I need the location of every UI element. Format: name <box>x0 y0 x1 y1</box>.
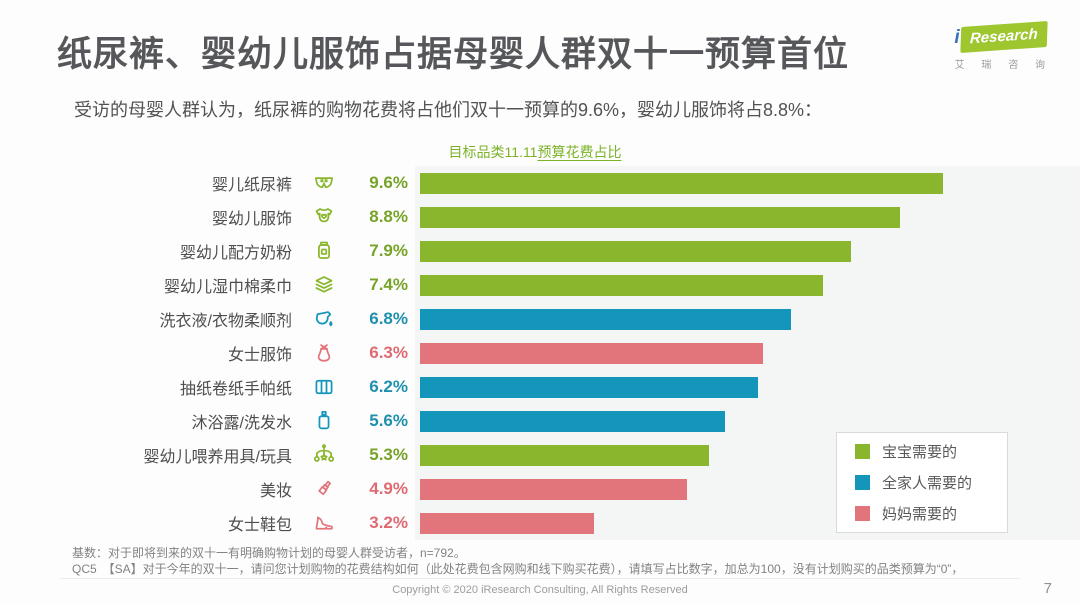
onesie-icon <box>292 204 356 230</box>
bar <box>420 478 687 500</box>
legend-box: 宝宝需要的 全家人需要的 妈妈需要的 <box>836 432 1008 533</box>
wipes-icon <box>292 272 356 298</box>
bar <box>420 206 900 228</box>
bar <box>420 512 594 534</box>
chart-row: 洗衣液/衣物柔顺剂 6.8% <box>0 302 1080 336</box>
chart-rows: 婴儿纸尿裤 9.6% 婴幼儿服饰 8.8% 婴幼儿配方奶粉 7.9% 婴幼儿湿巾… <box>0 166 1080 540</box>
value-label: 5.3% <box>369 445 408 464</box>
iresearch-logo: i Research 艾 瑞 咨 询 <box>949 21 1052 71</box>
category-label: 沐浴露/洗发水 <box>191 415 292 432</box>
chart-row: 女士服饰 6.3% <box>0 336 1080 370</box>
chart-title: 目标品类11.11预算花费占比 <box>415 142 655 162</box>
category-label: 婴幼儿湿巾棉柔巾 <box>163 279 292 296</box>
legend-swatch <box>855 475 870 490</box>
legend-item: 妈妈需要的 <box>855 503 1007 524</box>
value-label: 7.9% <box>369 241 408 260</box>
chart-title-underlined: 预算花费占比 <box>537 144 622 160</box>
logo-wordmark: Research <box>960 21 1047 53</box>
category-label: 婴幼儿配方奶粉 <box>179 245 292 262</box>
chart-row: 女士鞋包 3.2% <box>0 506 1080 540</box>
value-label: 3.2% <box>369 513 408 532</box>
legend-item: 全家人需要的 <box>855 472 1007 493</box>
legend-label: 妈妈需要的 <box>882 506 958 523</box>
legend-swatch <box>855 444 870 459</box>
chart-row: 抽纸卷纸手帕纸 6.2% <box>0 370 1080 404</box>
bar <box>420 274 823 296</box>
category-label: 女士服饰 <box>227 347 292 364</box>
category-label: 婴幼儿喂养用具/玩具 <box>143 449 292 466</box>
chart-row: 美妆 4.9% <box>0 472 1080 506</box>
page-title: 纸尿裤、婴幼儿服饰占据母婴人群双十一预算首位 <box>57 35 850 74</box>
value-label: 5.6% <box>369 411 408 430</box>
detergent-icon <box>292 306 356 332</box>
value-label: 8.8% <box>369 207 408 226</box>
logo-chinese-name: 艾 瑞 咨 询 <box>954 60 1052 71</box>
chart-row: 沐浴露/洗发水 5.6% <box>0 404 1080 438</box>
value-label: 9.6% <box>369 173 408 192</box>
legend-label: 宝宝需要的 <box>882 444 958 461</box>
value-label: 4.9% <box>369 479 408 498</box>
copyright-text: Copyright © 2020 iResearch Consulting, A… <box>392 584 688 596</box>
logo-letter-i: i <box>954 27 960 48</box>
chart-title-plain: 目标品类11.11 <box>448 144 538 160</box>
category-label: 女士鞋包 <box>227 517 292 534</box>
bar <box>420 240 851 262</box>
category-label: 洗衣液/衣物柔顺剂 <box>159 313 292 330</box>
value-label: 6.3% <box>369 343 408 362</box>
bar <box>420 376 758 398</box>
chart-row: 婴幼儿湿巾棉柔巾 7.4% <box>0 268 1080 302</box>
dress-icon <box>292 340 356 366</box>
category-label: 婴儿纸尿裤 <box>211 177 292 194</box>
bar <box>420 342 763 364</box>
category-label: 美妆 <box>259 483 292 500</box>
footnotes: 基数：对于即将到来的双十一有明确购物计划的母婴人群受访者，n=792。 QC5 … <box>72 545 963 577</box>
page-number: 7 <box>1043 580 1052 597</box>
subtitle-text: 受访的母婴人群认为，纸尿裤的购物花费将占他们双十一预算的9.6%，婴幼儿服饰将占… <box>74 100 823 120</box>
category-label: 抽纸卷纸手帕纸 <box>179 381 292 398</box>
question-note: QC5 【SA】对于今年的双十一，请问您计划购物的花费结构如何（此处花费包含网购… <box>72 562 964 576</box>
value-label: 6.8% <box>369 309 408 328</box>
legend-item: 宝宝需要的 <box>855 441 1007 462</box>
category-label: 婴幼儿服饰 <box>211 211 292 228</box>
tissue-icon <box>292 374 356 400</box>
bar <box>420 308 791 330</box>
milk-powder-jar-icon <box>292 238 356 264</box>
chart-row: 婴幼儿配方奶粉 7.9% <box>0 234 1080 268</box>
lipstick-icon <box>292 476 356 502</box>
base-note: 基数：对于即将到来的双十一有明确购物计划的母婴人群受访者，n=792。 <box>72 546 466 560</box>
bar <box>420 444 709 466</box>
baby-mobile-toy-icon <box>292 442 356 468</box>
bar <box>420 410 725 432</box>
value-label: 6.2% <box>369 377 408 396</box>
high-heel-icon <box>292 510 356 536</box>
chart-row: 婴幼儿服饰 8.8% <box>0 200 1080 234</box>
legend-swatch <box>855 506 870 521</box>
footer-divider <box>60 578 1020 579</box>
value-label: 7.4% <box>369 275 408 294</box>
legend-label: 全家人需要的 <box>882 475 973 492</box>
bar <box>420 172 943 194</box>
shampoo-bottle-icon <box>292 408 356 434</box>
chart-row: 婴儿纸尿裤 9.6% <box>0 166 1080 200</box>
diaper-icon <box>292 170 356 196</box>
chart-row: 婴幼儿喂养用具/玩具 5.3% <box>0 438 1080 472</box>
